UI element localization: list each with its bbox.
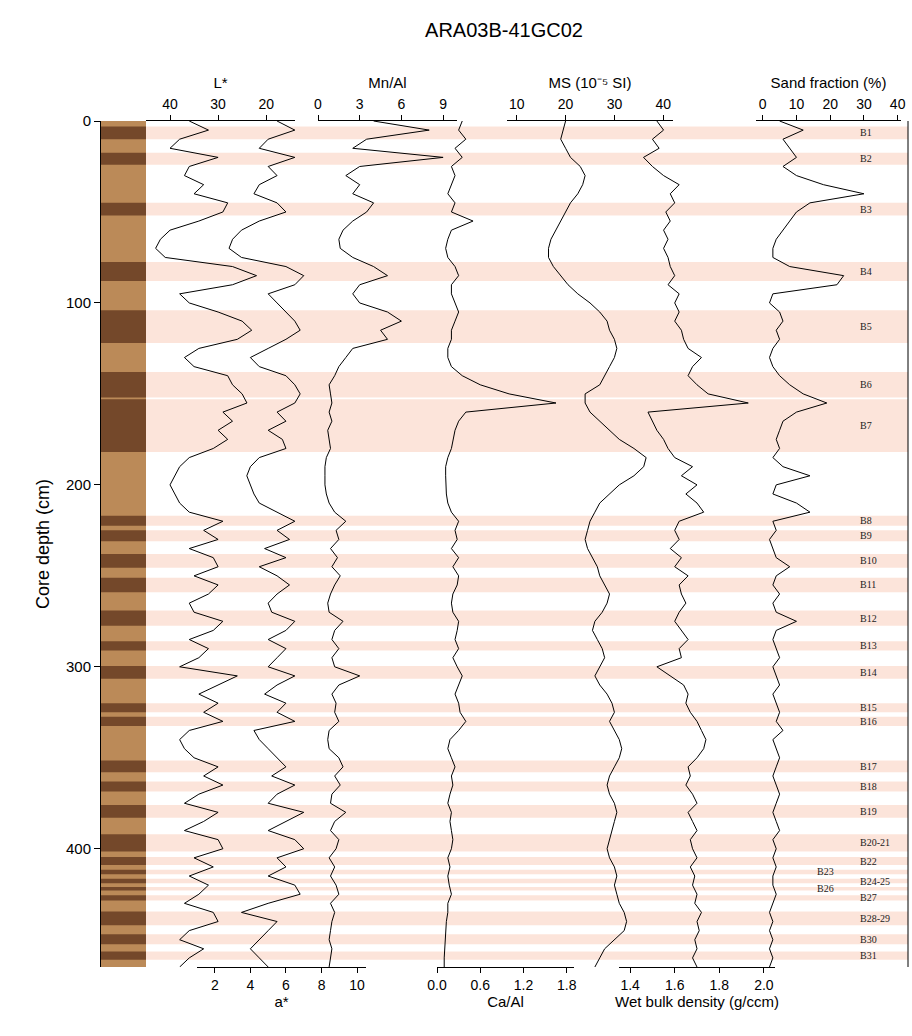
svg-text:B1: B1 [860, 127, 872, 138]
svg-text:B20-21: B20-21 [860, 837, 890, 848]
svg-text:0: 0 [83, 112, 91, 129]
svg-text:30: 30 [856, 96, 872, 112]
svg-text:6: 6 [398, 96, 406, 112]
svg-text:MS (10⁻⁵ SI): MS (10⁻⁵ SI) [549, 74, 632, 91]
svg-text:B30: B30 [860, 934, 877, 945]
svg-text:ARA03B-41GC02: ARA03B-41GC02 [425, 19, 583, 41]
svg-text:20: 20 [558, 96, 574, 112]
svg-text:a*: a* [274, 993, 288, 1010]
svg-text:B16: B16 [860, 716, 877, 727]
svg-text:B26: B26 [817, 883, 834, 894]
svg-text:0.6: 0.6 [471, 977, 491, 993]
svg-text:B6: B6 [860, 379, 872, 390]
svg-text:100: 100 [66, 294, 91, 311]
svg-text:1.2: 1.2 [514, 977, 534, 993]
svg-text:B10: B10 [860, 555, 877, 566]
svg-text:B18: B18 [860, 781, 877, 792]
svg-text:40: 40 [655, 96, 671, 112]
svg-text:2.0: 2.0 [754, 977, 774, 993]
svg-text:20: 20 [822, 96, 838, 112]
svg-text:40: 40 [162, 96, 178, 112]
svg-text:40: 40 [890, 96, 906, 112]
svg-text:0: 0 [314, 96, 322, 112]
svg-text:B5: B5 [860, 321, 872, 332]
svg-text:4: 4 [246, 977, 254, 993]
svg-text:30: 30 [210, 96, 226, 112]
svg-text:B22: B22 [860, 856, 877, 867]
svg-text:3: 3 [356, 96, 364, 112]
svg-text:B31: B31 [860, 950, 877, 961]
svg-text:B3: B3 [860, 204, 872, 215]
svg-text:10: 10 [789, 96, 805, 112]
svg-text:400: 400 [66, 840, 91, 857]
svg-text:B23: B23 [817, 866, 834, 877]
svg-text:B28-29: B28-29 [860, 913, 890, 924]
svg-text:B13: B13 [860, 640, 877, 651]
svg-text:0: 0 [759, 96, 767, 112]
svg-text:Wet bulk density (g/ccm): Wet bulk density (g/ccm) [615, 993, 779, 1010]
svg-text:Core depth (cm): Core depth (cm) [33, 479, 53, 609]
svg-text:L*: L* [213, 74, 227, 91]
svg-text:B7: B7 [860, 420, 872, 431]
svg-text:Mn/Al: Mn/Al [368, 74, 406, 91]
svg-text:B17: B17 [860, 761, 877, 772]
svg-text:0.0: 0.0 [427, 977, 447, 993]
svg-text:B2: B2 [860, 153, 872, 164]
svg-text:B14: B14 [860, 667, 877, 678]
svg-text:8: 8 [318, 977, 326, 993]
svg-text:B12: B12 [860, 613, 877, 624]
svg-text:6: 6 [282, 977, 290, 993]
svg-text:200: 200 [66, 476, 91, 493]
svg-text:10: 10 [509, 96, 525, 112]
svg-text:B11: B11 [860, 579, 876, 590]
svg-text:2: 2 [211, 977, 219, 993]
svg-text:1.8: 1.8 [710, 977, 730, 993]
svg-text:1.8: 1.8 [557, 977, 577, 993]
svg-text:B19: B19 [860, 806, 877, 817]
svg-text:30: 30 [607, 96, 623, 112]
svg-text:B15: B15 [860, 702, 877, 713]
svg-text:B9: B9 [860, 530, 872, 541]
svg-text:300: 300 [66, 658, 91, 675]
svg-text:B4: B4 [860, 266, 872, 277]
svg-text:1.4: 1.4 [620, 977, 640, 993]
svg-text:20: 20 [258, 96, 274, 112]
svg-text:1.6: 1.6 [665, 977, 685, 993]
svg-text:10: 10 [349, 977, 365, 993]
svg-text:B24-25: B24-25 [860, 876, 890, 887]
svg-text:9: 9 [439, 96, 447, 112]
svg-text:B27: B27 [860, 892, 877, 903]
svg-text:Ca/Al: Ca/Al [487, 993, 524, 1010]
svg-text:Sand fraction (%): Sand fraction (%) [771, 74, 887, 91]
svg-text:B8: B8 [860, 515, 872, 526]
